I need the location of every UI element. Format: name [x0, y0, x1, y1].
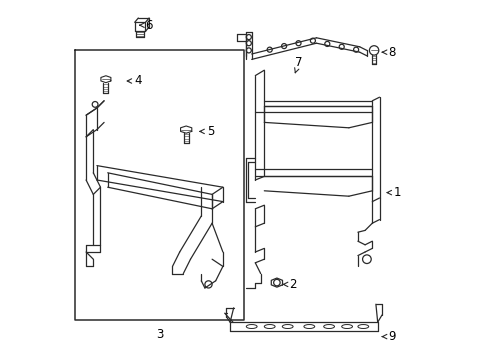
Text: 7: 7: [294, 57, 302, 73]
Text: 5: 5: [200, 125, 214, 138]
Text: 2: 2: [283, 278, 296, 291]
Text: 1: 1: [386, 186, 401, 199]
Text: 3: 3: [156, 328, 163, 341]
Text: 6: 6: [139, 19, 153, 32]
Text: 8: 8: [382, 46, 395, 59]
Text: 4: 4: [127, 75, 142, 87]
Text: 9: 9: [382, 330, 395, 343]
